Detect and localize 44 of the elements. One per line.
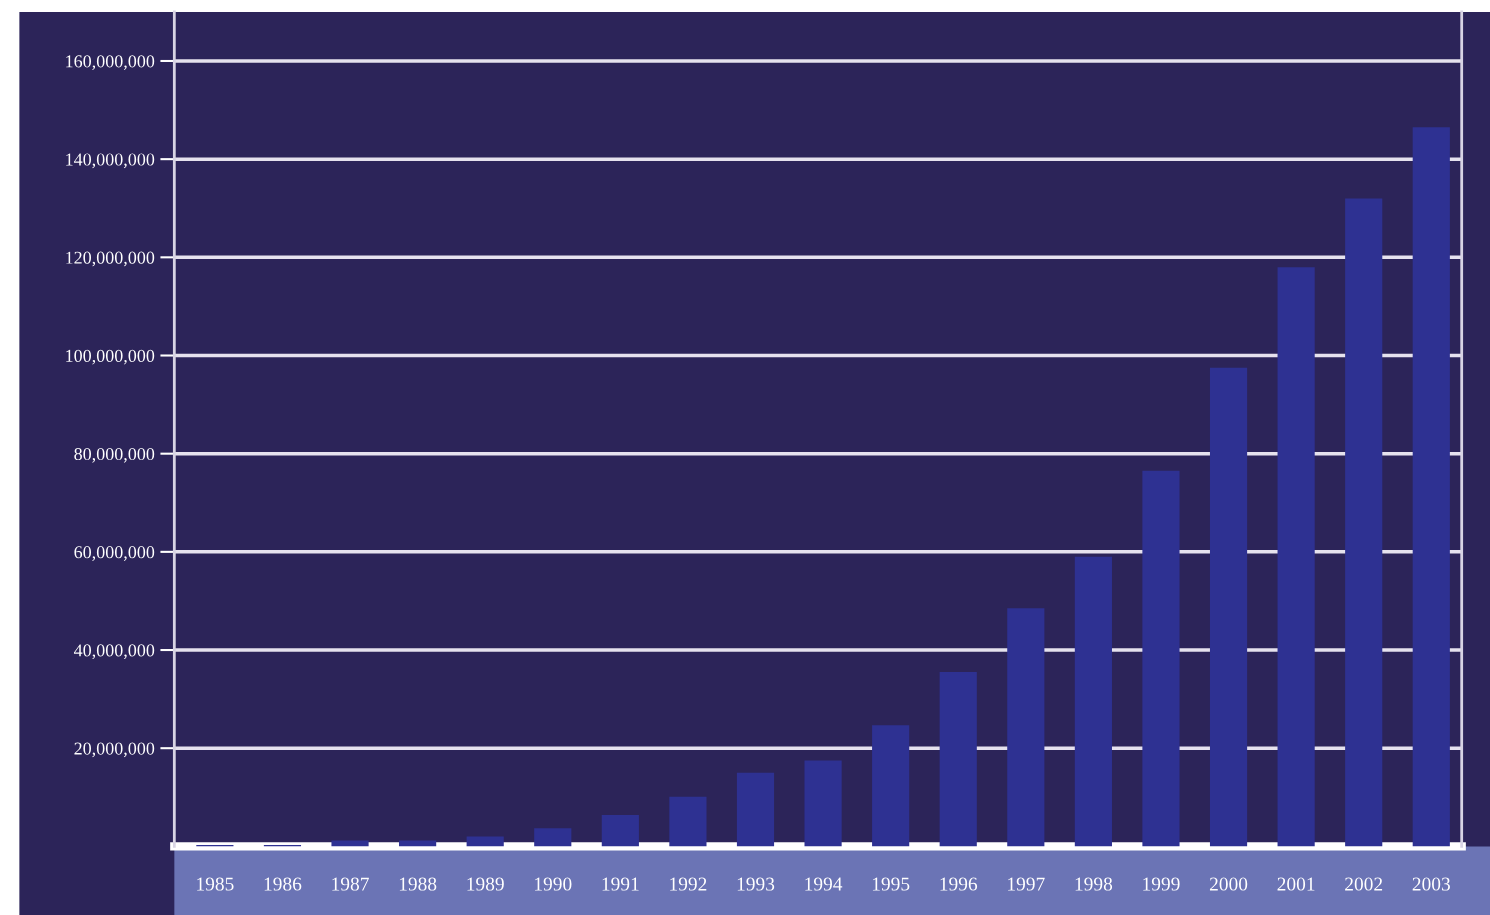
bar: [601, 814, 639, 847]
y-tick-label: 100,000,000: [66, 349, 155, 365]
bar: [1345, 198, 1383, 847]
x-tick-label: 2000: [1209, 877, 1248, 891]
bar: [736, 772, 775, 847]
x-tick-label: 1989: [467, 877, 504, 891]
x-tick-label: 1986: [264, 877, 302, 891]
x-tick-label: 2003: [1412, 877, 1450, 891]
bar: [1277, 267, 1315, 847]
x-tick-label: 1996: [940, 877, 978, 891]
x-tick-label: 1994: [805, 877, 843, 891]
bar: [1142, 470, 1180, 847]
bar: [1074, 556, 1112, 847]
x-tick-label: 1987: [332, 877, 369, 891]
x-tick-label: 1991: [602, 877, 639, 891]
bar: [534, 828, 572, 847]
bar: [804, 760, 842, 847]
x-tick-label: 1993: [737, 877, 775, 891]
bar: [331, 840, 369, 847]
x-tick-label: 1999: [1143, 877, 1180, 891]
y-tick-label: 120,000,000: [66, 251, 155, 267]
x-tick-label: 1997: [1008, 877, 1045, 891]
x-tick-label: 1988: [399, 877, 437, 891]
bar: [1209, 367, 1248, 847]
y-tick-label: 20,000,000: [74, 742, 155, 758]
y-tick-label: 40,000,000: [73, 644, 155, 660]
x-tick-label: 2001: [1277, 877, 1315, 891]
x-tick-label: 1995: [872, 877, 910, 891]
x-tick-label: 1992: [670, 877, 707, 891]
bar: [939, 672, 977, 847]
bar: [1412, 127, 1450, 847]
bar: [1007, 608, 1045, 847]
bar: [466, 836, 504, 847]
y-tick-label: 80,000,000: [74, 447, 155, 463]
x-tick-label: 2002: [1345, 877, 1383, 891]
y-tick-label: 140,000,000: [66, 153, 155, 169]
bar: [669, 796, 707, 847]
y-tick-label: 160,000,000: [66, 55, 155, 71]
y-tick-label: 60,000,000: [74, 546, 155, 561]
x-tick-label: 1985: [197, 877, 234, 891]
bar: [872, 725, 910, 847]
bar: [399, 840, 437, 847]
x-tick-label: 1990: [535, 877, 572, 891]
x-tick-label: 1998: [1075, 877, 1113, 891]
